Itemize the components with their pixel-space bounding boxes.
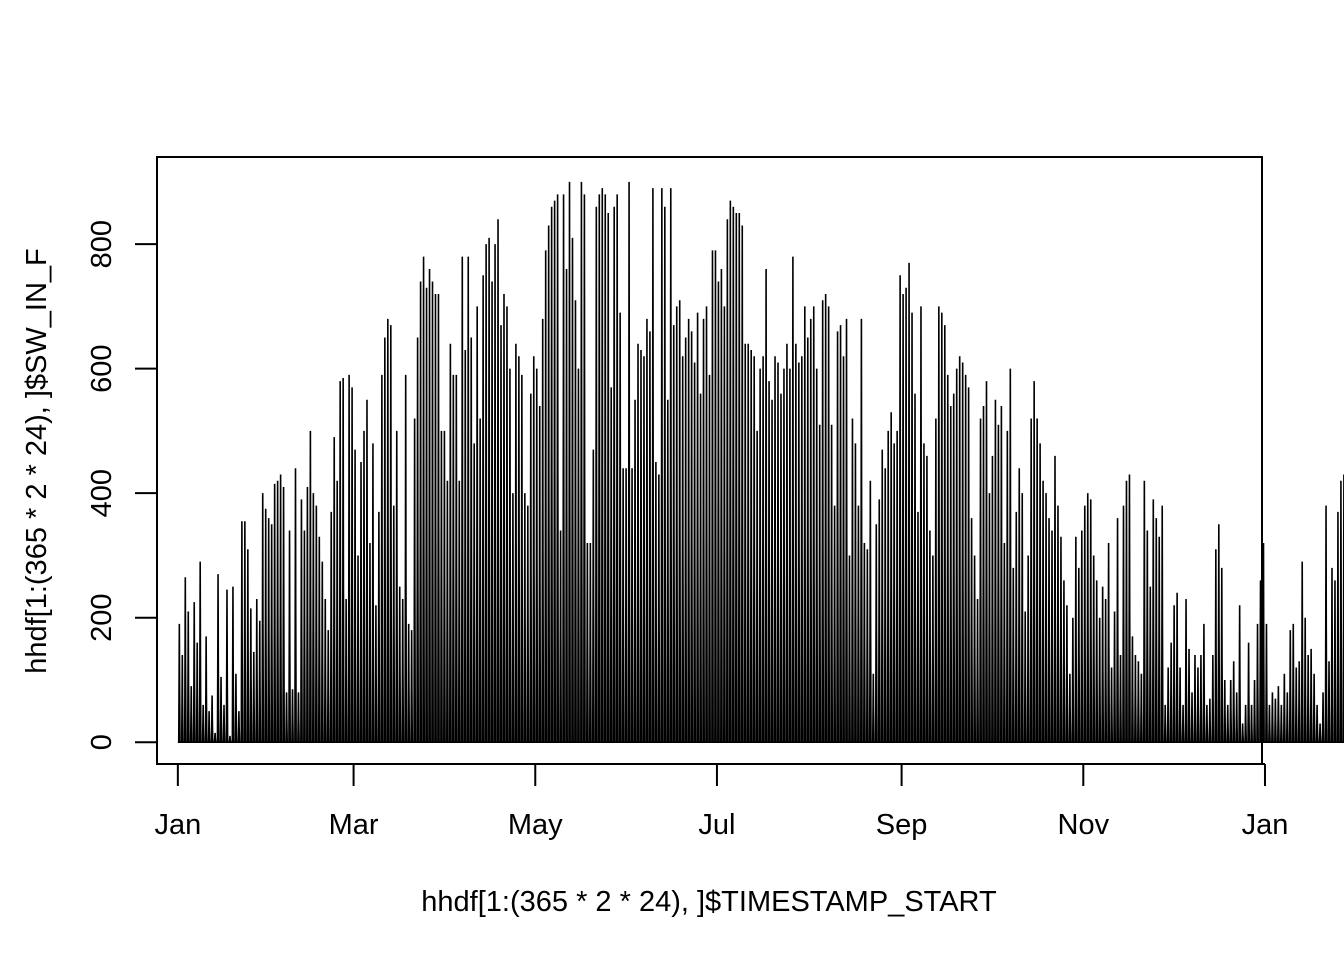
x-tick-label: Mar <box>329 809 379 841</box>
y-axis-title: hhdf[1:(365 * 2 * 24), ]$SW_IN_F <box>21 248 53 674</box>
y-tick-label: 200 <box>86 594 118 642</box>
x-tick-label: May <box>508 809 563 841</box>
x-axis-title: hhdf[1:(365 * 2 * 24), ]$TIMESTAMP_START <box>421 886 997 918</box>
series-line <box>177 181 1344 744</box>
x-tick-label: Jan <box>1242 809 1289 841</box>
y-tick-label: 0 <box>86 734 118 750</box>
x-axis: Jan Mar May Jul Sep Nov Jan <box>154 763 1289 841</box>
y-tick-label: 800 <box>86 220 118 268</box>
x-tick-label: Jul <box>698 809 735 841</box>
x-tick-label: Nov <box>1058 809 1110 841</box>
y-axis: 0 200 400 600 800 <box>86 220 158 750</box>
y-tick-label: 600 <box>86 344 118 392</box>
x-tick-label: Jan <box>154 809 201 841</box>
y-tick-label: 400 <box>86 469 118 517</box>
series-layer <box>177 181 1344 744</box>
x-tick-label: Sep <box>876 809 928 841</box>
